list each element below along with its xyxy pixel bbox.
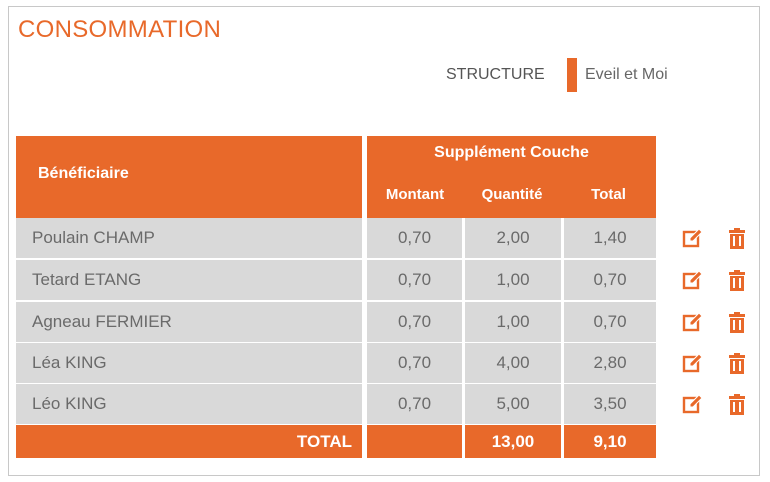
trash-icon[interactable]: [726, 227, 748, 249]
trash-icon[interactable]: [726, 311, 748, 333]
structure-label: STRUCTURE: [446, 66, 545, 83]
row-actions: [680, 260, 760, 300]
trash-icon[interactable]: [726, 269, 748, 291]
page-title: CONSOMMATION: [18, 16, 222, 43]
total-row: TOTAL 13,00 9,10: [16, 425, 656, 458]
edit-icon[interactable]: [682, 311, 704, 333]
cell-quantity: 5,00: [465, 384, 561, 424]
edit-icon[interactable]: [682, 352, 704, 374]
edit-icon[interactable]: [682, 227, 704, 249]
cell-amount: 0,70: [367, 384, 462, 424]
total-sum: 9,10: [564, 425, 656, 458]
cell-beneficiary: Poulain CHAMP: [16, 218, 362, 258]
row-actions: [680, 302, 760, 342]
table-row: Poulain CHAMP 0,70 2,00 1,40: [16, 218, 656, 258]
cell-beneficiary: Tetard ETANG: [16, 260, 362, 300]
cell-amount: 0,70: [367, 343, 462, 383]
header-supplement-title: Supplément Couche: [434, 144, 589, 161]
row-actions: [680, 218, 760, 258]
cell-quantity: 1,00: [465, 260, 561, 300]
structure-accent-bar: [567, 58, 577, 92]
cell-amount: 0,70: [367, 260, 462, 300]
edit-icon[interactable]: [682, 269, 704, 291]
table-row: Léa KING 0,70 4,00 2,80: [16, 343, 656, 383]
row-actions: [680, 384, 760, 424]
cell-beneficiary: Agneau FERMIER: [16, 302, 362, 342]
cell-beneficiary: Léo KING: [16, 384, 362, 424]
total-label: TOTAL: [16, 425, 362, 458]
cell-total: 3,50: [564, 384, 656, 424]
cell-total: 0,70: [564, 260, 656, 300]
cell-amount: 0,70: [367, 218, 462, 258]
table-row: Tetard ETANG 0,70 1,00 0,70: [16, 260, 656, 300]
total-amount-cell: [367, 425, 462, 458]
header-quantity: Quantité: [481, 186, 543, 203]
edit-icon[interactable]: [682, 393, 704, 415]
cell-amount: 0,70: [367, 302, 462, 342]
cell-quantity: 1,00: [465, 302, 561, 342]
cell-total: 2,80: [564, 343, 656, 383]
header-amount: Montant: [385, 186, 445, 203]
trash-icon[interactable]: [726, 352, 748, 374]
row-actions: [680, 343, 760, 383]
header-supplement-group: Supplément Couche Montant Quantité Total: [367, 136, 656, 218]
structure-value: Eveil et Moi: [585, 66, 668, 83]
table-row: Léo KING 0,70 5,00 3,50: [16, 384, 656, 424]
table-row: Agneau FERMIER 0,70 1,00 0,70: [16, 302, 656, 342]
cell-total: 1,40: [564, 218, 656, 258]
header-beneficiary: Bénéficiaire: [16, 136, 362, 218]
trash-icon[interactable]: [726, 393, 748, 415]
header-total: Total: [591, 186, 626, 203]
total-quantity: 13,00: [465, 425, 561, 458]
cell-quantity: 2,00: [465, 218, 561, 258]
cell-total: 0,70: [564, 302, 656, 342]
cell-quantity: 4,00: [465, 343, 561, 383]
cell-beneficiary: Léa KING: [16, 343, 362, 383]
